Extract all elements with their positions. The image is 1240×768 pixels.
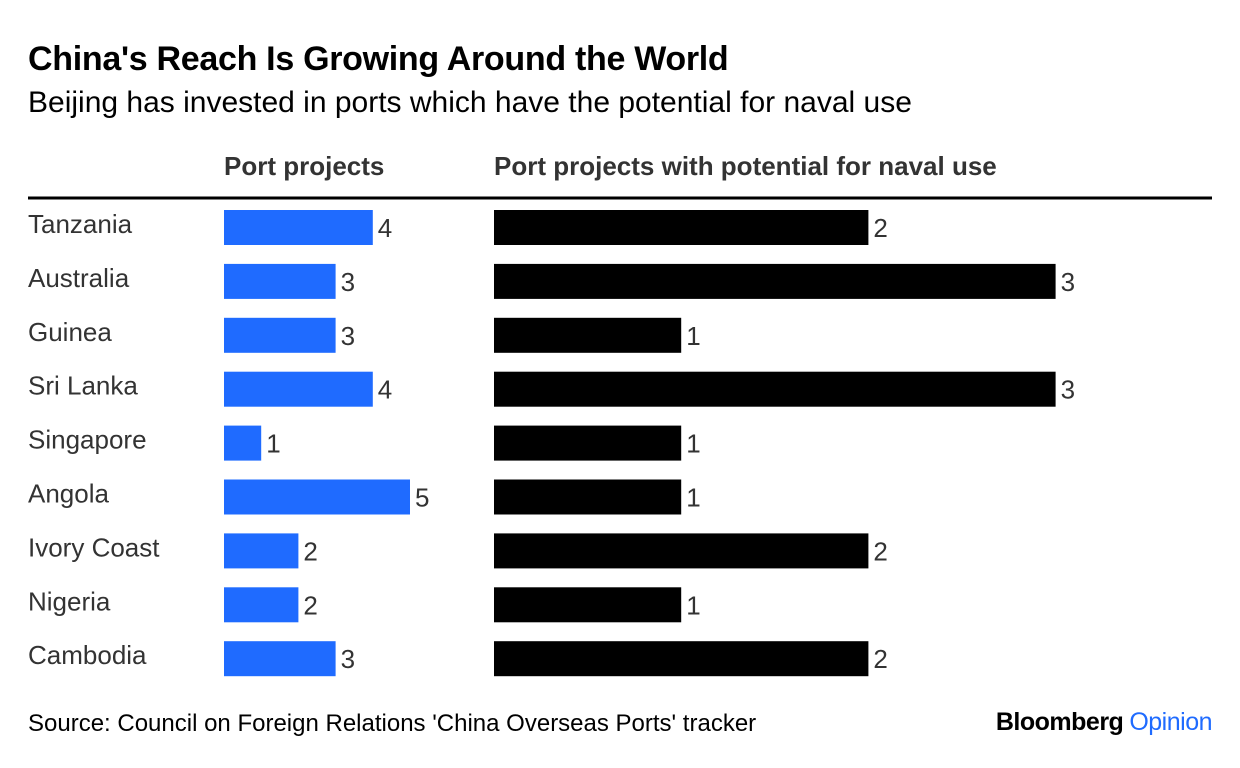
value-label-port-projects: 5 [415, 483, 429, 513]
bar-port-projects [224, 263, 336, 299]
value-label-naval-use: 3 [1061, 267, 1075, 297]
value-label-port-projects: 3 [341, 321, 355, 351]
bar-naval-use [494, 587, 682, 623]
category-label: Sri Lanka [28, 371, 138, 401]
source-note: Source: Council on Foreign Relations 'Ch… [28, 710, 757, 737]
bar-naval-use [494, 371, 1056, 407]
value-label-naval-use: 3 [1061, 375, 1075, 405]
category-label: Cambodia [28, 640, 147, 670]
category-label: Guinea [28, 317, 112, 347]
brand-logo: Bloomberg Opinion [995, 708, 1213, 737]
bar-naval-use [494, 533, 869, 569]
category-label: Nigeria [28, 586, 111, 616]
value-label-port-projects: 1 [266, 429, 280, 459]
value-label-port-projects: 4 [378, 375, 392, 405]
column-header-port-projects: Port projects [224, 151, 384, 181]
bar-port-projects [224, 533, 299, 569]
bar-port-projects [224, 641, 336, 677]
bar-naval-use [494, 641, 869, 677]
chart-subtitle: Beijing has invested in ports which have… [28, 86, 912, 119]
value-label-naval-use: 2 [873, 536, 887, 566]
bar-naval-use [494, 263, 1056, 299]
category-label: Tanzania [28, 209, 133, 239]
value-label-port-projects: 4 [378, 213, 392, 243]
column-header-naval-use: Port projects with potential for naval u… [494, 151, 997, 181]
bar-port-projects [224, 210, 373, 245]
value-label-port-projects: 3 [341, 644, 355, 674]
bar-port-projects [224, 317, 336, 353]
value-label-port-projects: 3 [341, 267, 355, 297]
category-label: Angola [28, 479, 109, 509]
bar-port-projects [224, 371, 373, 407]
bar-port-projects [224, 425, 262, 461]
chart-title: China's Reach Is Growing Around the Worl… [28, 40, 729, 78]
category-label: Singapore [28, 425, 147, 455]
category-label: Ivory Coast [28, 532, 160, 562]
bar-chart: Port projects Port projects with potentia… [28, 151, 1212, 677]
value-label-naval-use: 1 [686, 590, 700, 620]
bar-naval-use [494, 479, 682, 515]
bar-naval-use [494, 317, 682, 353]
value-label-naval-use: 2 [873, 644, 887, 674]
value-label-naval-use: 2 [873, 213, 887, 243]
bar-naval-use [494, 210, 869, 245]
value-label-port-projects: 2 [303, 536, 317, 566]
category-label: Australia [28, 263, 130, 293]
value-label-naval-use: 1 [686, 321, 700, 351]
bar-port-projects [224, 479, 410, 515]
value-label-naval-use: 1 [686, 429, 700, 459]
value-label-naval-use: 1 [686, 483, 700, 513]
brand-main: Bloomberg [995, 708, 1124, 736]
brand-accent: Opinion [1129, 708, 1212, 736]
bar-naval-use [494, 425, 682, 461]
value-label-port-projects: 2 [303, 590, 317, 620]
bar-port-projects [224, 587, 299, 623]
